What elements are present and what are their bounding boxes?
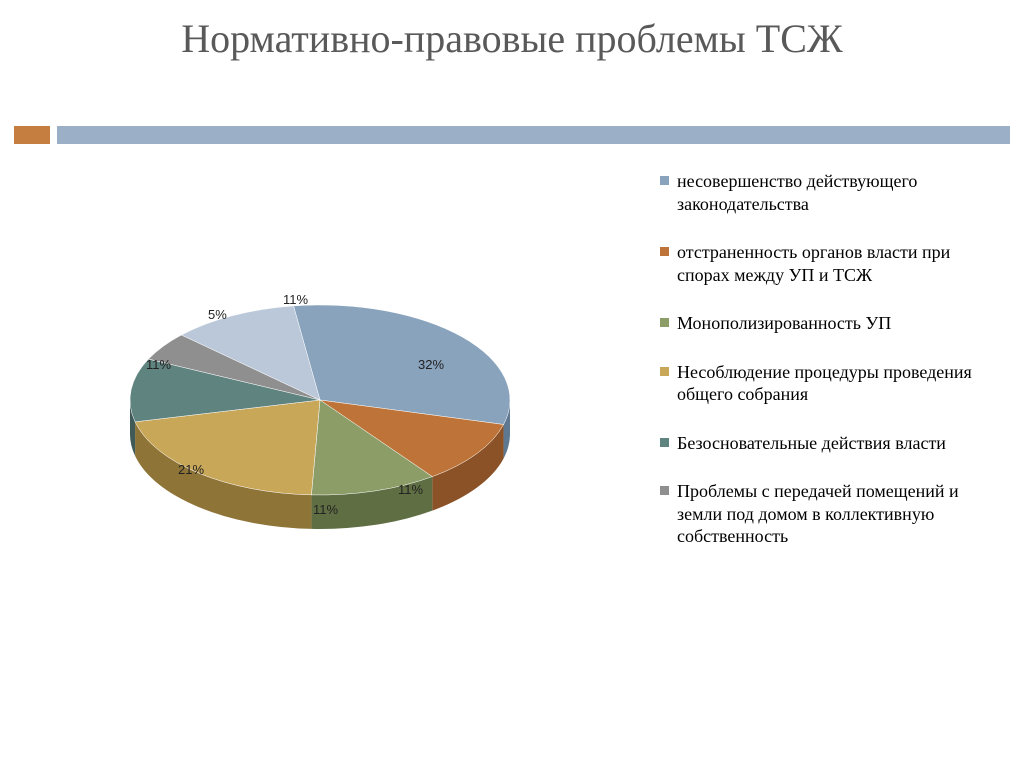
slide: Нормативно-правовые проблемы ТСЖ 32% 11% 1… — [0, 0, 1024, 768]
legend-swatch — [660, 318, 669, 327]
legend-swatch — [660, 486, 669, 495]
legend-swatch — [660, 367, 669, 376]
legend-swatch — [660, 247, 669, 256]
slice-pct-label: 11% — [146, 357, 171, 372]
legend: несовершенство действующего законодатель… — [660, 170, 1000, 574]
legend-label: Проблемы с передачей помещений и земли п… — [677, 480, 1000, 548]
slide-title: Нормативно-правовые проблемы ТСЖ — [0, 16, 1024, 62]
slice-pct-label: 11% — [283, 292, 308, 307]
legend-swatch — [660, 438, 669, 447]
accent-orange — [14, 126, 50, 144]
slice-pct-label: 11% — [398, 482, 423, 497]
legend-item: отстраненность органов власти при спорах… — [660, 241, 1000, 286]
slice-pct-label: 5% — [208, 307, 227, 322]
accent-bar — [0, 126, 1024, 144]
slice-pct-label: 11% — [313, 502, 338, 517]
legend-swatch — [660, 176, 669, 185]
pie-svg — [40, 200, 600, 620]
legend-item: Монополизированность УП — [660, 312, 1000, 335]
accent-main — [57, 126, 1010, 144]
legend-item: несовершенство действующего законодатель… — [660, 170, 1000, 215]
legend-label: Безосновательные действия власти — [677, 432, 946, 455]
legend-label: Несоблюдение процедуры проведения общего… — [677, 361, 1000, 406]
legend-item: Проблемы с передачей помещений и земли п… — [660, 480, 1000, 548]
legend-item: Безосновательные действия власти — [660, 432, 1000, 455]
slice-pct-label: 21% — [178, 462, 204, 477]
legend-label: несовершенство действующего законодатель… — [677, 170, 1000, 215]
slice-pct-label: 32% — [418, 357, 444, 372]
legend-item: Несоблюдение процедуры проведения общего… — [660, 361, 1000, 406]
pie-chart: 32% 11% 11% 21% 11% 5% 11% — [40, 200, 600, 620]
legend-label: Монополизированность УП — [677, 312, 891, 335]
legend-label: отстраненность органов власти при спорах… — [677, 241, 1000, 286]
